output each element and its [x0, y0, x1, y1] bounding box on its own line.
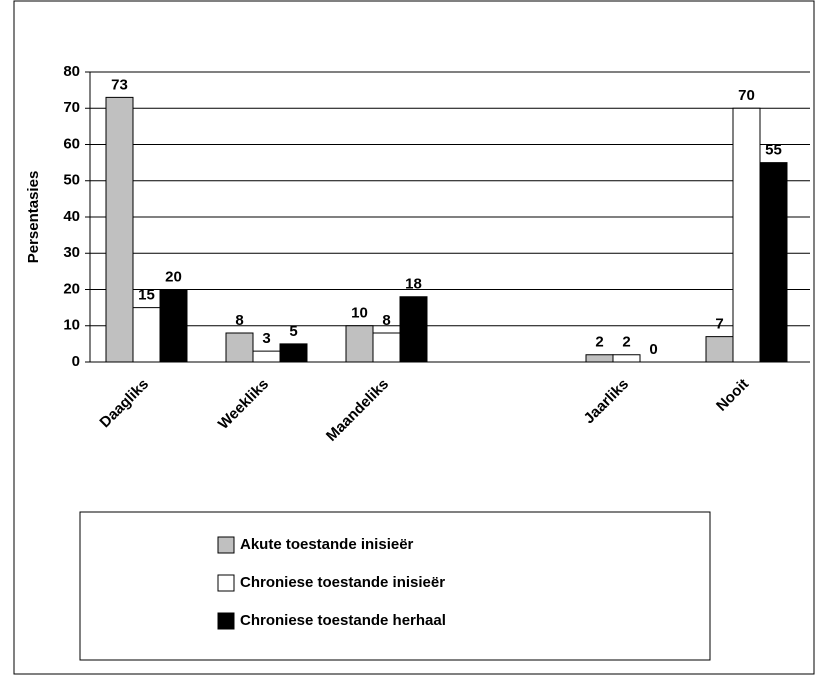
- data-label: 2: [622, 334, 630, 351]
- bar: [132, 307, 161, 363]
- bar: [585, 354, 614, 363]
- frame: [13, 0, 815, 675]
- bar: [105, 96, 134, 363]
- y-tick-label: 0: [72, 353, 80, 370]
- y-tick-label: 30: [63, 244, 80, 261]
- data-label: 10: [351, 305, 368, 322]
- x-tick-label: Weekliks: [215, 376, 272, 433]
- data-label: 18: [405, 276, 422, 293]
- y-tick-label: 60: [63, 135, 80, 152]
- bar: [705, 336, 734, 363]
- y-tick-label: 80: [63, 63, 80, 80]
- bar: [225, 332, 254, 363]
- bar: [252, 350, 281, 363]
- bar: [399, 296, 428, 363]
- y-axis-label: Persentasies: [25, 171, 42, 264]
- data-label: 70: [738, 87, 755, 104]
- data-label: 2: [595, 334, 603, 351]
- bar: [279, 343, 308, 363]
- bar: [612, 354, 641, 363]
- data-label: 8: [235, 312, 243, 329]
- x-tick-label: Daagliks: [96, 376, 152, 432]
- bar: [732, 107, 761, 363]
- data-label: 15: [138, 287, 155, 304]
- data-label: 73: [111, 76, 128, 93]
- y-tick-label: 50: [63, 172, 80, 189]
- bar: [345, 325, 374, 363]
- legend-label: Akute toestande inisieër: [240, 536, 414, 553]
- data-label: 7: [715, 316, 723, 333]
- data-label: 0: [649, 341, 657, 358]
- legend-swatch: [217, 536, 235, 554]
- y-tick-label: 70: [63, 99, 80, 116]
- bar: [372, 332, 401, 363]
- legend-swatch: [217, 574, 235, 592]
- data-label: 20: [165, 268, 182, 285]
- data-label: 55: [765, 142, 782, 159]
- legend-box: [79, 511, 711, 661]
- x-tick-label: Jaarliks: [581, 376, 633, 428]
- bar: [759, 162, 788, 363]
- y-tick-label: 10: [63, 317, 80, 334]
- legend-label: Chroniese toestande inisieër: [240, 574, 445, 591]
- x-tick-label: Nooit: [713, 376, 752, 415]
- legend-label: Chroniese toestande herhaal: [240, 612, 446, 629]
- data-label: 8: [382, 312, 390, 329]
- bar: [159, 289, 188, 363]
- legend-swatch: [217, 612, 235, 630]
- data-label: 5: [289, 323, 297, 340]
- x-tick-label: Maandeliks: [323, 376, 392, 445]
- data-label: 3: [262, 330, 270, 347]
- y-tick-label: 40: [63, 208, 80, 225]
- y-tick-label: 20: [63, 280, 80, 297]
